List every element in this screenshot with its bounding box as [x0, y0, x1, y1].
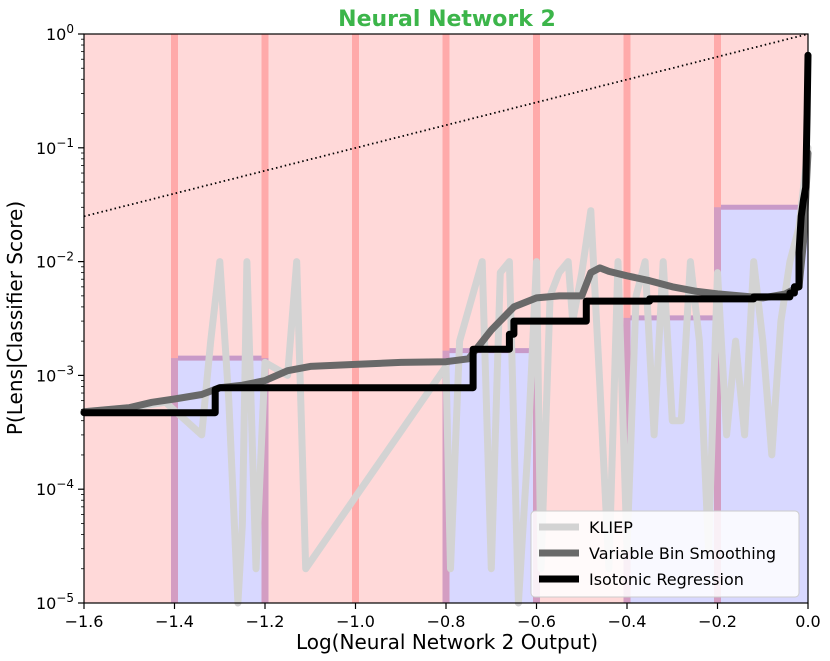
y-axis-label: P(Lens|Classifier Score)	[3, 201, 27, 435]
x-tick-label-7: −0.2	[698, 612, 737, 631]
legend-label-1: Variable Bin Smoothing	[589, 544, 776, 563]
series-line-2	[80, 51, 812, 417]
y-tick-label-4: 10−4	[36, 477, 74, 499]
axes: −1.6 −1.4 −1.2 −1.0 −0.8 −0.6 −0.4 −0.2 0.0 100 10…	[36, 22, 821, 631]
y-tick-label-0: 100	[46, 22, 74, 44]
x-tick-label-5: −0.6	[517, 612, 556, 631]
x-tick-label-6: −0.4	[608, 612, 647, 631]
x-axis-label: Log(Neural Network 2 Output)	[296, 630, 598, 654]
y-tick-label-5: 10−5	[36, 591, 74, 613]
legend-box	[530, 510, 800, 598]
chart-title: Neural Network 2	[338, 7, 556, 32]
x-tick-label-0: −1.6	[65, 612, 104, 631]
y-tick-label-2: 10−2	[36, 250, 74, 272]
y-tick-label-3: 10−3	[36, 363, 74, 385]
x-tick-label-2: −1.2	[246, 612, 285, 631]
legend: KLIEP Variable Bin Smoothing Isotonic Regr…	[530, 510, 800, 598]
x-tick-label-8: 0.0	[795, 612, 820, 631]
x-tick-label-4: −0.8	[427, 612, 466, 631]
series-line-0	[80, 144, 812, 607]
legend-label-0: KLIEP	[589, 518, 633, 537]
x-tick-label-3: −1.0	[336, 612, 375, 631]
y-tick-label-1: 10−1	[36, 136, 74, 158]
legend-label-2: Isotonic Regression	[589, 570, 744, 589]
series-lines	[80, 33, 812, 607]
x-tick-label-1: −1.4	[155, 612, 194, 631]
reference-line	[83, 33, 809, 218]
